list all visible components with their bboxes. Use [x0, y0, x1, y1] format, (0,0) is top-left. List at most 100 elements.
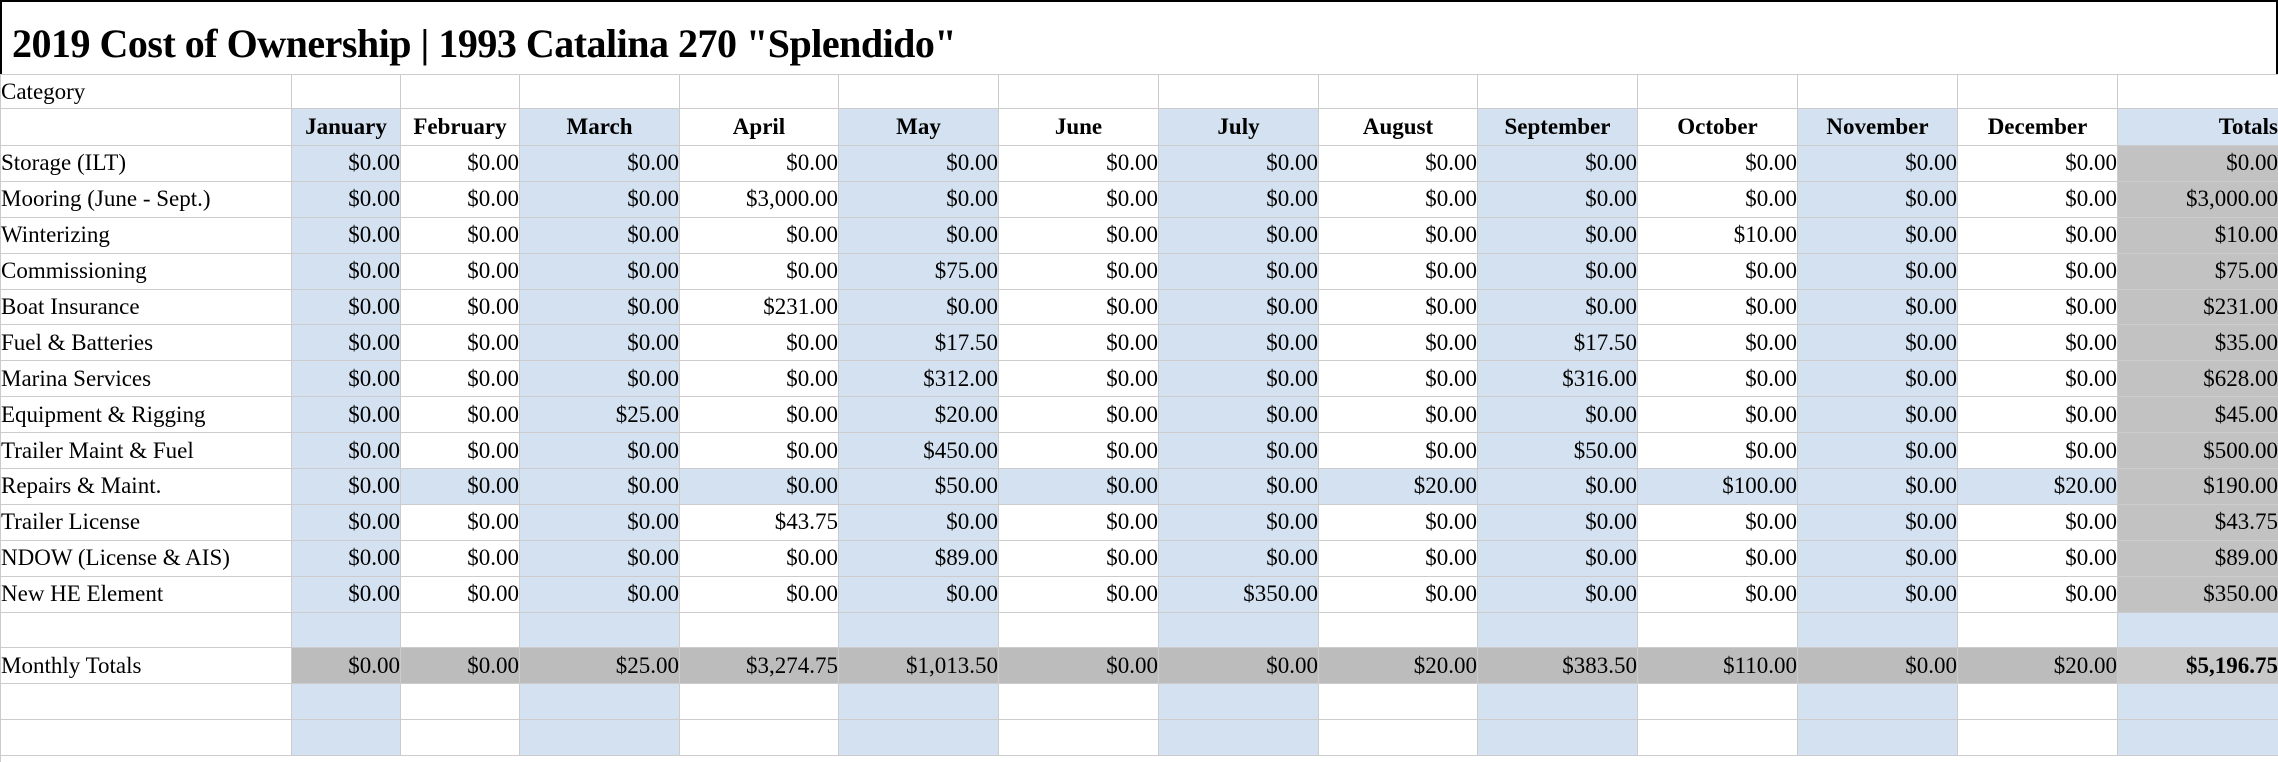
- value-cell[interactable]: $75.00: [838, 252, 999, 290]
- empty-cell[interactable]: [679, 683, 839, 721]
- empty-cell[interactable]: [1957, 611, 2118, 649]
- value-cell[interactable]: $0.00: [838, 503, 999, 541]
- value-cell[interactable]: $0.00: [1797, 432, 1958, 470]
- value-cell[interactable]: $0.00: [1318, 180, 1478, 218]
- value-cell[interactable]: $0.00: [400, 396, 520, 434]
- total-cell[interactable]: $350.00: [2117, 575, 2278, 613]
- empty-cell[interactable]: [679, 611, 839, 649]
- value-cell[interactable]: $0.00: [1318, 216, 1478, 254]
- value-cell[interactable]: $0.00: [1797, 575, 1958, 613]
- value-cell[interactable]: $0.00: [1477, 539, 1638, 577]
- total-cell[interactable]: $10.00: [2117, 216, 2278, 254]
- value-cell[interactable]: $0.00: [1637, 432, 1798, 470]
- value-cell[interactable]: $0.00: [679, 539, 839, 577]
- value-cell[interactable]: $0.00: [1637, 324, 1798, 362]
- value-cell[interactable]: $0.00: [291, 468, 401, 505]
- value-cell[interactable]: $0.00: [519, 432, 680, 470]
- value-cell[interactable]: $0.00: [679, 216, 839, 254]
- value-cell[interactable]: $0.00: [679, 252, 839, 290]
- value-cell[interactable]: $0.00: [1477, 396, 1638, 434]
- value-cell[interactable]: $0.00: [838, 180, 999, 218]
- value-cell[interactable]: $0.00: [1477, 180, 1638, 218]
- value-cell[interactable]: $0.00: [998, 288, 1159, 326]
- value-cell[interactable]: $0.00: [998, 324, 1159, 362]
- col-header-november[interactable]: November: [1797, 108, 1958, 146]
- col-header-december[interactable]: December: [1957, 108, 2118, 146]
- empty-cell[interactable]: [1637, 611, 1798, 649]
- value-cell[interactable]: $0.00: [1957, 432, 2118, 470]
- value-cell[interactable]: $0.00: [679, 575, 839, 613]
- value-cell[interactable]: $0.00: [838, 575, 999, 613]
- value-cell[interactable]: $0.00: [519, 539, 680, 577]
- value-cell[interactable]: $0.00: [1957, 396, 2118, 434]
- value-cell[interactable]: $0.00: [1957, 503, 2118, 541]
- value-cell[interactable]: $0.00: [1957, 575, 2118, 613]
- row-label[interactable]: Trailer Maint & Fuel: [0, 432, 292, 470]
- empty-cell[interactable]: [0, 719, 292, 757]
- value-cell[interactable]: $20.00: [1957, 468, 2118, 505]
- empty-cell[interactable]: [838, 719, 999, 757]
- value-cell[interactable]: $0.00: [1637, 396, 1798, 434]
- value-cell[interactable]: $450.00: [838, 432, 999, 470]
- value-cell[interactable]: $0.00: [1797, 503, 1958, 541]
- value-cell[interactable]: $0.00: [1957, 324, 2118, 362]
- total-cell[interactable]: $500.00: [2117, 432, 2278, 470]
- value-cell[interactable]: $0.00: [291, 539, 401, 577]
- row-label[interactable]: Boat Insurance: [0, 288, 292, 326]
- value-cell[interactable]: $0.00: [1957, 145, 2118, 182]
- value-cell[interactable]: $0.00: [1158, 503, 1319, 541]
- empty-cell[interactable]: [998, 719, 1159, 757]
- empty-cell[interactable]: [291, 74, 401, 109]
- monthly-totals-cell[interactable]: $110.00: [1637, 647, 1798, 685]
- empty-cell[interactable]: [519, 683, 680, 721]
- value-cell[interactable]: $0.00: [400, 180, 520, 218]
- empty-cell[interactable]: [1797, 74, 1958, 109]
- empty-cell[interactable]: [0, 611, 292, 649]
- total-cell[interactable]: $0.00: [2117, 145, 2278, 182]
- monthly-totals-cell[interactable]: $20.00: [1957, 647, 2118, 685]
- value-cell[interactable]: $0.00: [838, 216, 999, 254]
- empty-cell[interactable]: [1957, 683, 2118, 721]
- value-cell[interactable]: $0.00: [1797, 468, 1958, 505]
- empty-cell[interactable]: [679, 719, 839, 757]
- value-cell[interactable]: $0.00: [998, 252, 1159, 290]
- value-cell[interactable]: $0.00: [998, 432, 1159, 470]
- value-cell[interactable]: $0.00: [1797, 360, 1958, 398]
- total-cell[interactable]: $43.75: [2117, 503, 2278, 541]
- value-cell[interactable]: $0.00: [519, 360, 680, 398]
- value-cell[interactable]: $312.00: [838, 360, 999, 398]
- value-cell[interactable]: $0.00: [519, 145, 680, 182]
- col-header-february[interactable]: February: [400, 108, 520, 146]
- value-cell[interactable]: $0.00: [1797, 145, 1958, 182]
- value-cell[interactable]: $0.00: [1957, 252, 2118, 290]
- value-cell[interactable]: $0.00: [291, 360, 401, 398]
- empty-cell[interactable]: [1957, 74, 2118, 109]
- value-cell[interactable]: $43.75: [679, 503, 839, 541]
- value-cell[interactable]: $0.00: [1957, 180, 2118, 218]
- empty-cell[interactable]: [291, 683, 401, 721]
- value-cell[interactable]: $0.00: [1797, 396, 1958, 434]
- row-label[interactable]: Equipment & Rigging: [0, 396, 292, 434]
- value-cell[interactable]: $0.00: [1158, 216, 1319, 254]
- value-cell[interactable]: $0.00: [679, 468, 839, 505]
- value-cell[interactable]: $0.00: [998, 216, 1159, 254]
- value-cell[interactable]: $0.00: [1957, 539, 2118, 577]
- value-cell[interactable]: $25.00: [519, 396, 680, 434]
- value-cell[interactable]: $0.00: [1797, 288, 1958, 326]
- value-cell[interactable]: $0.00: [291, 396, 401, 434]
- value-cell[interactable]: $0.00: [1158, 468, 1319, 505]
- value-cell[interactable]: $0.00: [291, 180, 401, 218]
- total-cell[interactable]: $35.00: [2117, 324, 2278, 362]
- value-cell[interactable]: $0.00: [1477, 288, 1638, 326]
- value-cell[interactable]: $0.00: [291, 575, 401, 613]
- row-label[interactable]: Mooring (June - Sept.): [0, 180, 292, 218]
- value-cell[interactable]: $0.00: [519, 503, 680, 541]
- value-cell[interactable]: $0.00: [1957, 288, 2118, 326]
- value-cell[interactable]: $0.00: [1637, 360, 1798, 398]
- value-cell[interactable]: $0.00: [679, 432, 839, 470]
- monthly-totals-cell[interactable]: $0.00: [1158, 647, 1319, 685]
- monthly-totals-cell[interactable]: $20.00: [1318, 647, 1478, 685]
- empty-cell[interactable]: [838, 683, 999, 721]
- empty-cell[interactable]: [998, 611, 1159, 649]
- value-cell[interactable]: $10.00: [1637, 216, 1798, 254]
